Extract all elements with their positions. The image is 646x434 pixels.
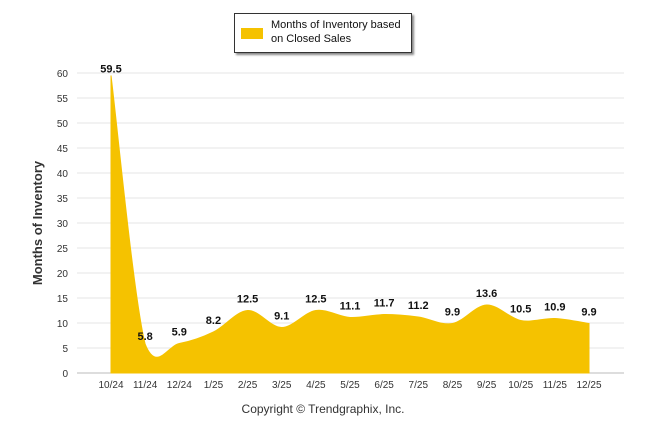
y-tick-label: 60: [57, 69, 69, 80]
data-label: 9.9: [445, 307, 460, 319]
y-tick-label: 50: [57, 119, 69, 130]
x-tick-label: 12/25: [576, 380, 601, 391]
y-tick-label: 30: [57, 219, 69, 230]
data-label: 9.9: [581, 307, 596, 319]
data-label: 11.2: [408, 300, 429, 312]
data-label: 10.9: [544, 302, 565, 314]
x-tick-label: 11/24: [133, 380, 158, 391]
x-tick-label: 12/24: [167, 380, 192, 391]
legend-swatch: [241, 28, 263, 39]
data-label: 11.7: [374, 298, 395, 310]
y-tick-label: 40: [57, 169, 69, 180]
x-tick-label: 10/25: [508, 380, 533, 391]
x-tick-label: 8/25: [443, 380, 463, 391]
x-tick-label: 4/25: [306, 380, 326, 391]
y-tick-label: 15: [57, 294, 69, 305]
x-tick-label: 9/25: [477, 380, 497, 391]
x-tick-label: 7/25: [409, 380, 429, 391]
y-tick-label: 20: [57, 269, 69, 280]
data-label: 10.5: [510, 304, 531, 316]
data-label: 12.5: [237, 294, 258, 306]
y-tick-label: 10: [57, 319, 69, 330]
x-tick-label: 2/25: [238, 380, 258, 391]
x-tick-label: 11/25: [543, 380, 568, 391]
copyright-text: Copyright © Trendgraphix, Inc.: [241, 402, 405, 416]
data-label: 9.1: [274, 311, 289, 323]
data-label: 11.1: [340, 301, 361, 313]
gridlines: [77, 72, 624, 374]
y-axis-ticks: 0 5 10 15 20 25 30 35 40 45 50 55 60: [57, 69, 69, 380]
x-tick-label: 10/24: [98, 380, 123, 391]
legend-label: Months of Inventory based on Closed Sale…: [271, 19, 401, 45]
y-tick-label: 35: [57, 194, 69, 205]
y-tick-label: 0: [62, 369, 68, 380]
legend[interactable]: Months of Inventory based on Closed Sale…: [234, 13, 412, 53]
data-label: 5.8: [137, 331, 152, 343]
x-axis-ticks: 10/24 11/24 12/24 1/25 2/25 3/25 4/25 5/25 6/25 7…: [98, 380, 601, 391]
y-tick-label: 5: [62, 344, 68, 355]
data-label: 59.5: [100, 64, 121, 76]
x-tick-label: 3/25: [272, 380, 292, 391]
y-axis-title: Months of Inventory: [30, 160, 45, 285]
y-tick-label: 25: [57, 244, 69, 255]
data-label: 12.5: [305, 294, 326, 306]
area-fill[interactable]: [110, 75, 590, 374]
data-label: 8.2: [206, 315, 221, 327]
x-tick-label: 1/25: [204, 380, 224, 391]
y-tick-label: 45: [57, 144, 69, 155]
area-series: [110, 75, 590, 374]
y-tick-label: 55: [57, 94, 69, 105]
x-tick-label: 5/25: [340, 380, 360, 391]
data-label: 13.6: [476, 288, 497, 300]
x-tick-label: 6/25: [374, 380, 394, 391]
data-labels: 59.5 5.8 5.9 8.2 12.5 9.1 12.5 11.1 11.7 11.2 9.9 1…: [100, 64, 596, 344]
data-label: 5.9: [172, 327, 187, 339]
